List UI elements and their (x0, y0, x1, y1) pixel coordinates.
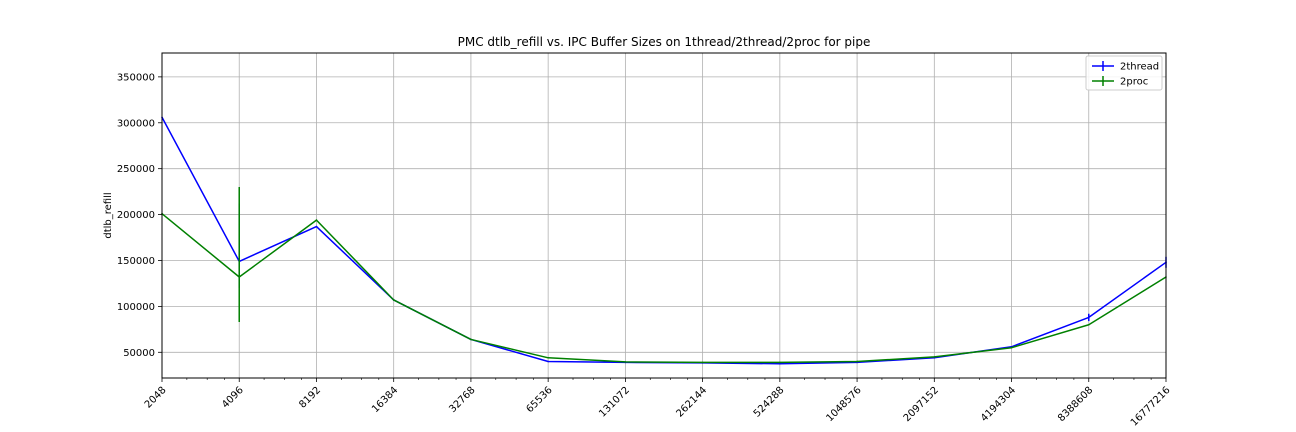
data-point-2proc (470, 338, 472, 341)
data-point-2proc (1010, 346, 1013, 349)
legend-label-2proc: 2proc (1120, 77, 1148, 88)
x-tick-label: 4194304 (979, 385, 1018, 424)
x-tick-label: 524288 (752, 385, 787, 420)
data-point-2proc (315, 219, 318, 221)
chart-title: PMC dtlb_refill vs. IPC Buffer Sizes on … (458, 35, 871, 49)
data-point-2proc (701, 361, 704, 364)
x-tick-label: 2048 (143, 385, 169, 411)
x-tick-label: 16777216 (1129, 385, 1173, 429)
series-line-2proc (161, 213, 1167, 364)
y-tick-label: 350000 (117, 72, 155, 83)
grid (161, 53, 1167, 378)
plot-frame (161, 52, 1167, 379)
data-point-2thread (315, 225, 318, 228)
data-point-2proc (856, 360, 858, 363)
x-tick-label: 4096 (220, 385, 246, 411)
x-tick-label: 131072 (597, 385, 632, 420)
x-tick-label: 65536 (525, 385, 555, 415)
data-point-2thread (547, 360, 549, 363)
series-layer (161, 116, 1167, 365)
x-tick-label: 16384 (370, 385, 400, 415)
y-tick-label: 300000 (117, 118, 155, 129)
legend: 2thread 2proc (1085, 55, 1163, 91)
data-point-2proc (1087, 323, 1090, 326)
data-point-2proc (392, 299, 395, 301)
y-tick-label: 250000 (117, 164, 155, 175)
data-point-2proc (779, 361, 781, 364)
x-tick-label: 8388608 (1056, 385, 1095, 424)
data-point-2proc (933, 356, 936, 358)
y-tick-label: 100000 (117, 302, 155, 313)
data-point-2proc (624, 361, 627, 363)
x-tick-label: 1048576 (824, 385, 863, 424)
x-tick-label: 2097152 (902, 385, 941, 424)
x-tick-label: 262144 (674, 385, 709, 420)
series-line-2thread (161, 116, 1167, 365)
y-tick-label: 200000 (117, 210, 155, 221)
y-tick-label: 150000 (117, 256, 155, 267)
y-tick-label: 50000 (123, 348, 155, 359)
data-point-2thread (779, 362, 781, 365)
legend-label-2thread: 2thread (1120, 62, 1159, 73)
x-tick-label: 32768 (447, 385, 477, 415)
data-point-2proc (547, 357, 549, 359)
x-tick-label: 8192 (297, 385, 323, 411)
y-axis-label: dtlb_refill (103, 192, 114, 238)
